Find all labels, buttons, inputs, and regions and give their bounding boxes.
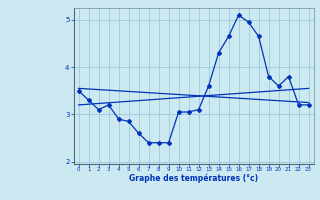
X-axis label: Graphe des températures (°c): Graphe des températures (°c) (129, 174, 258, 183)
